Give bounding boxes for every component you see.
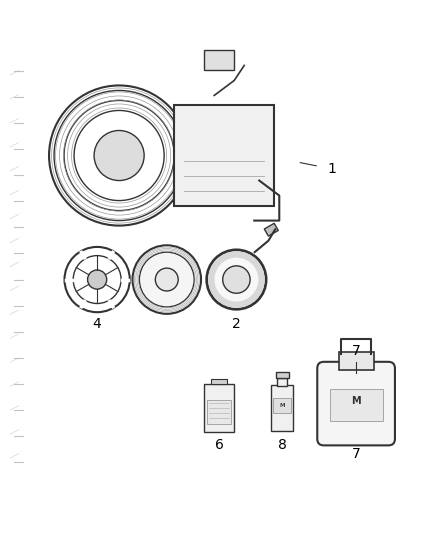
FancyBboxPatch shape — [207, 400, 231, 424]
Circle shape — [223, 266, 250, 293]
FancyBboxPatch shape — [317, 362, 395, 446]
Text: 4: 4 — [93, 317, 102, 330]
Text: M: M — [351, 395, 361, 406]
Bar — [264, 223, 278, 236]
Text: 8: 8 — [278, 439, 286, 453]
Circle shape — [155, 268, 178, 291]
Circle shape — [88, 270, 107, 289]
Bar — [276, 372, 289, 378]
FancyBboxPatch shape — [271, 385, 293, 431]
Bar — [277, 378, 287, 386]
Text: M: M — [279, 403, 285, 408]
Circle shape — [215, 257, 258, 302]
Circle shape — [94, 131, 144, 181]
Text: 7: 7 — [352, 447, 360, 461]
Bar — [330, 389, 382, 421]
Bar — [273, 398, 291, 413]
Bar — [204, 51, 234, 70]
Text: 2: 2 — [232, 317, 241, 330]
FancyBboxPatch shape — [174, 106, 274, 206]
Circle shape — [139, 252, 194, 307]
Text: 6: 6 — [215, 439, 223, 453]
FancyBboxPatch shape — [339, 352, 374, 370]
Text: 7: 7 — [352, 344, 360, 358]
Bar — [211, 379, 227, 384]
Text: 1: 1 — [328, 161, 337, 175]
FancyBboxPatch shape — [204, 384, 234, 432]
Circle shape — [208, 251, 265, 308]
